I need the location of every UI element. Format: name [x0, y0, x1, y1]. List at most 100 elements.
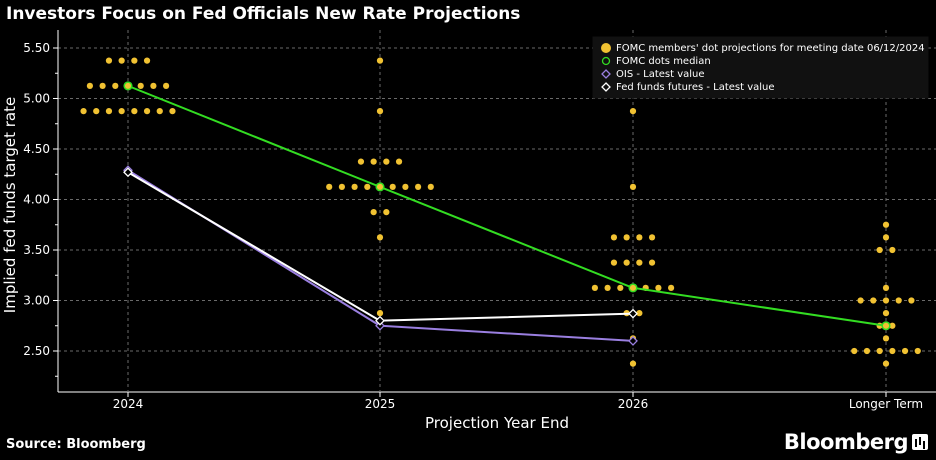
- bloomberg-logo: Bloomberg: [784, 430, 928, 454]
- fomc-dot: [370, 158, 377, 165]
- fomc-dot: [415, 183, 422, 190]
- futures-point: [123, 167, 133, 178]
- x-axis-title: Projection Year End: [425, 414, 569, 432]
- median-line: [127, 84, 887, 327]
- fomc-dot: [655, 284, 662, 291]
- fomc-dot: [882, 284, 890, 291]
- fomc-dot: [648, 259, 656, 266]
- fomc-dot: [357, 158, 365, 165]
- fomc-dot: [105, 108, 113, 115]
- fomc-dot: [882, 335, 890, 342]
- legend-label-dots: FOMC members' dot projections for meetin…: [616, 43, 925, 54]
- fomc-dot: [882, 310, 890, 317]
- fomc-dot: [636, 310, 643, 317]
- fomc-dot: [112, 82, 119, 89]
- fomc-dot: [364, 183, 371, 190]
- fomc-dot: [137, 82, 144, 89]
- legend-box: [592, 36, 929, 99]
- y-tick-label: 5.50: [23, 41, 50, 55]
- fomc-dot: [591, 284, 599, 291]
- brand-name: Bloomberg: [783, 430, 909, 454]
- x-tick-labels: 2024 2025 2026 Longer Term: [113, 397, 923, 411]
- fomc-dot: [118, 108, 125, 115]
- chart-bars-icon: [912, 434, 928, 450]
- y-axis-title: Implied fed funds target rate: [1, 97, 19, 313]
- legend-label-ois: OIS - Latest value: [616, 69, 705, 80]
- fomc-dot: [389, 183, 396, 190]
- ois-point: [628, 335, 638, 346]
- fomc-dot: [882, 297, 890, 304]
- fomc-dot: [882, 360, 890, 367]
- fomc-dot: [169, 108, 176, 115]
- fomc-dot: [402, 183, 409, 190]
- median-point: [628, 283, 638, 293]
- y-tick-label: 2.50: [23, 344, 50, 358]
- fomc-dot: [876, 246, 883, 254]
- legend-futures-marker: [601, 82, 611, 92]
- fomc-dot: [131, 57, 138, 64]
- y-tick-label: 4.00: [23, 193, 50, 207]
- y-tick-label: 5.00: [23, 92, 50, 106]
- legend-dots-marker: [601, 43, 611, 53]
- grid-lines: [53, 30, 936, 397]
- fomc-dot: [870, 297, 877, 304]
- fomc-dot: [93, 108, 100, 115]
- fomc-dot: [143, 57, 151, 64]
- x-tick-label: 2026: [618, 397, 649, 411]
- fomc-dot: [851, 347, 858, 355]
- fomc-dot: [150, 82, 157, 89]
- y-tick-label: 4.50: [23, 142, 50, 156]
- fomc-dot: [370, 209, 377, 216]
- fomc-dot: [623, 234, 630, 241]
- fomc-dot: [895, 297, 902, 304]
- fomc-dot: [629, 183, 637, 190]
- fomc-dot: [351, 183, 358, 190]
- fomc-dot: [617, 284, 624, 291]
- x-tick-label: Longer Term: [849, 397, 923, 411]
- fomc-dot: [338, 183, 345, 190]
- fomc-dot: [105, 57, 113, 64]
- futures-point: [628, 308, 638, 319]
- fomc-dots: [80, 57, 921, 367]
- fomc-dot: [636, 259, 643, 266]
- fomc-dot: [610, 234, 618, 241]
- fomc-dot: [889, 322, 896, 329]
- fomc-dot: [857, 297, 864, 304]
- series-lines: [123, 81, 891, 346]
- y-tick-label: 3.50: [23, 243, 50, 257]
- fomc-dot: [889, 347, 896, 355]
- fomc-dot: [636, 234, 643, 241]
- fomc-dot: [395, 158, 403, 165]
- fomc-dot: [882, 234, 890, 241]
- fomc-dot: [623, 259, 630, 266]
- fomc-dot: [908, 297, 915, 304]
- fomc-dot: [80, 108, 87, 115]
- fomc-dot: [427, 183, 434, 190]
- ois-point: [375, 320, 385, 331]
- median-point: [375, 182, 385, 192]
- fomc-dot: [99, 82, 106, 89]
- futures-point: [375, 315, 385, 326]
- x-tick-label: 2024: [113, 397, 144, 411]
- legend-median-marker: [601, 56, 611, 66]
- fomc-dot: [118, 57, 125, 64]
- fomc-dot: [901, 347, 909, 355]
- fomc-dot: [131, 108, 138, 115]
- legend-label-futures: Fed funds futures - Latest value: [616, 82, 775, 93]
- source-note: Source: Bloomberg: [6, 437, 146, 452]
- fomc-dot: [876, 347, 883, 355]
- median-point: [881, 321, 891, 331]
- legend-ois-marker: [601, 69, 611, 79]
- fomc-dot: [610, 259, 618, 266]
- fomc-dot: [383, 158, 390, 165]
- fomc-dot: [668, 284, 675, 291]
- fomc-dot: [648, 234, 656, 241]
- y-tick-labels: 2.50 3.00 3.50 4.00 4.50 5.00 5.50: [23, 41, 50, 358]
- fomc-dot: [889, 246, 896, 254]
- fomc-dot: [143, 108, 151, 115]
- legend: FOMC members' dot projections for meetin…: [592, 36, 929, 99]
- fomc-dot: [163, 82, 170, 89]
- fomc-dot: [629, 360, 637, 367]
- fomc-dot: [383, 209, 390, 216]
